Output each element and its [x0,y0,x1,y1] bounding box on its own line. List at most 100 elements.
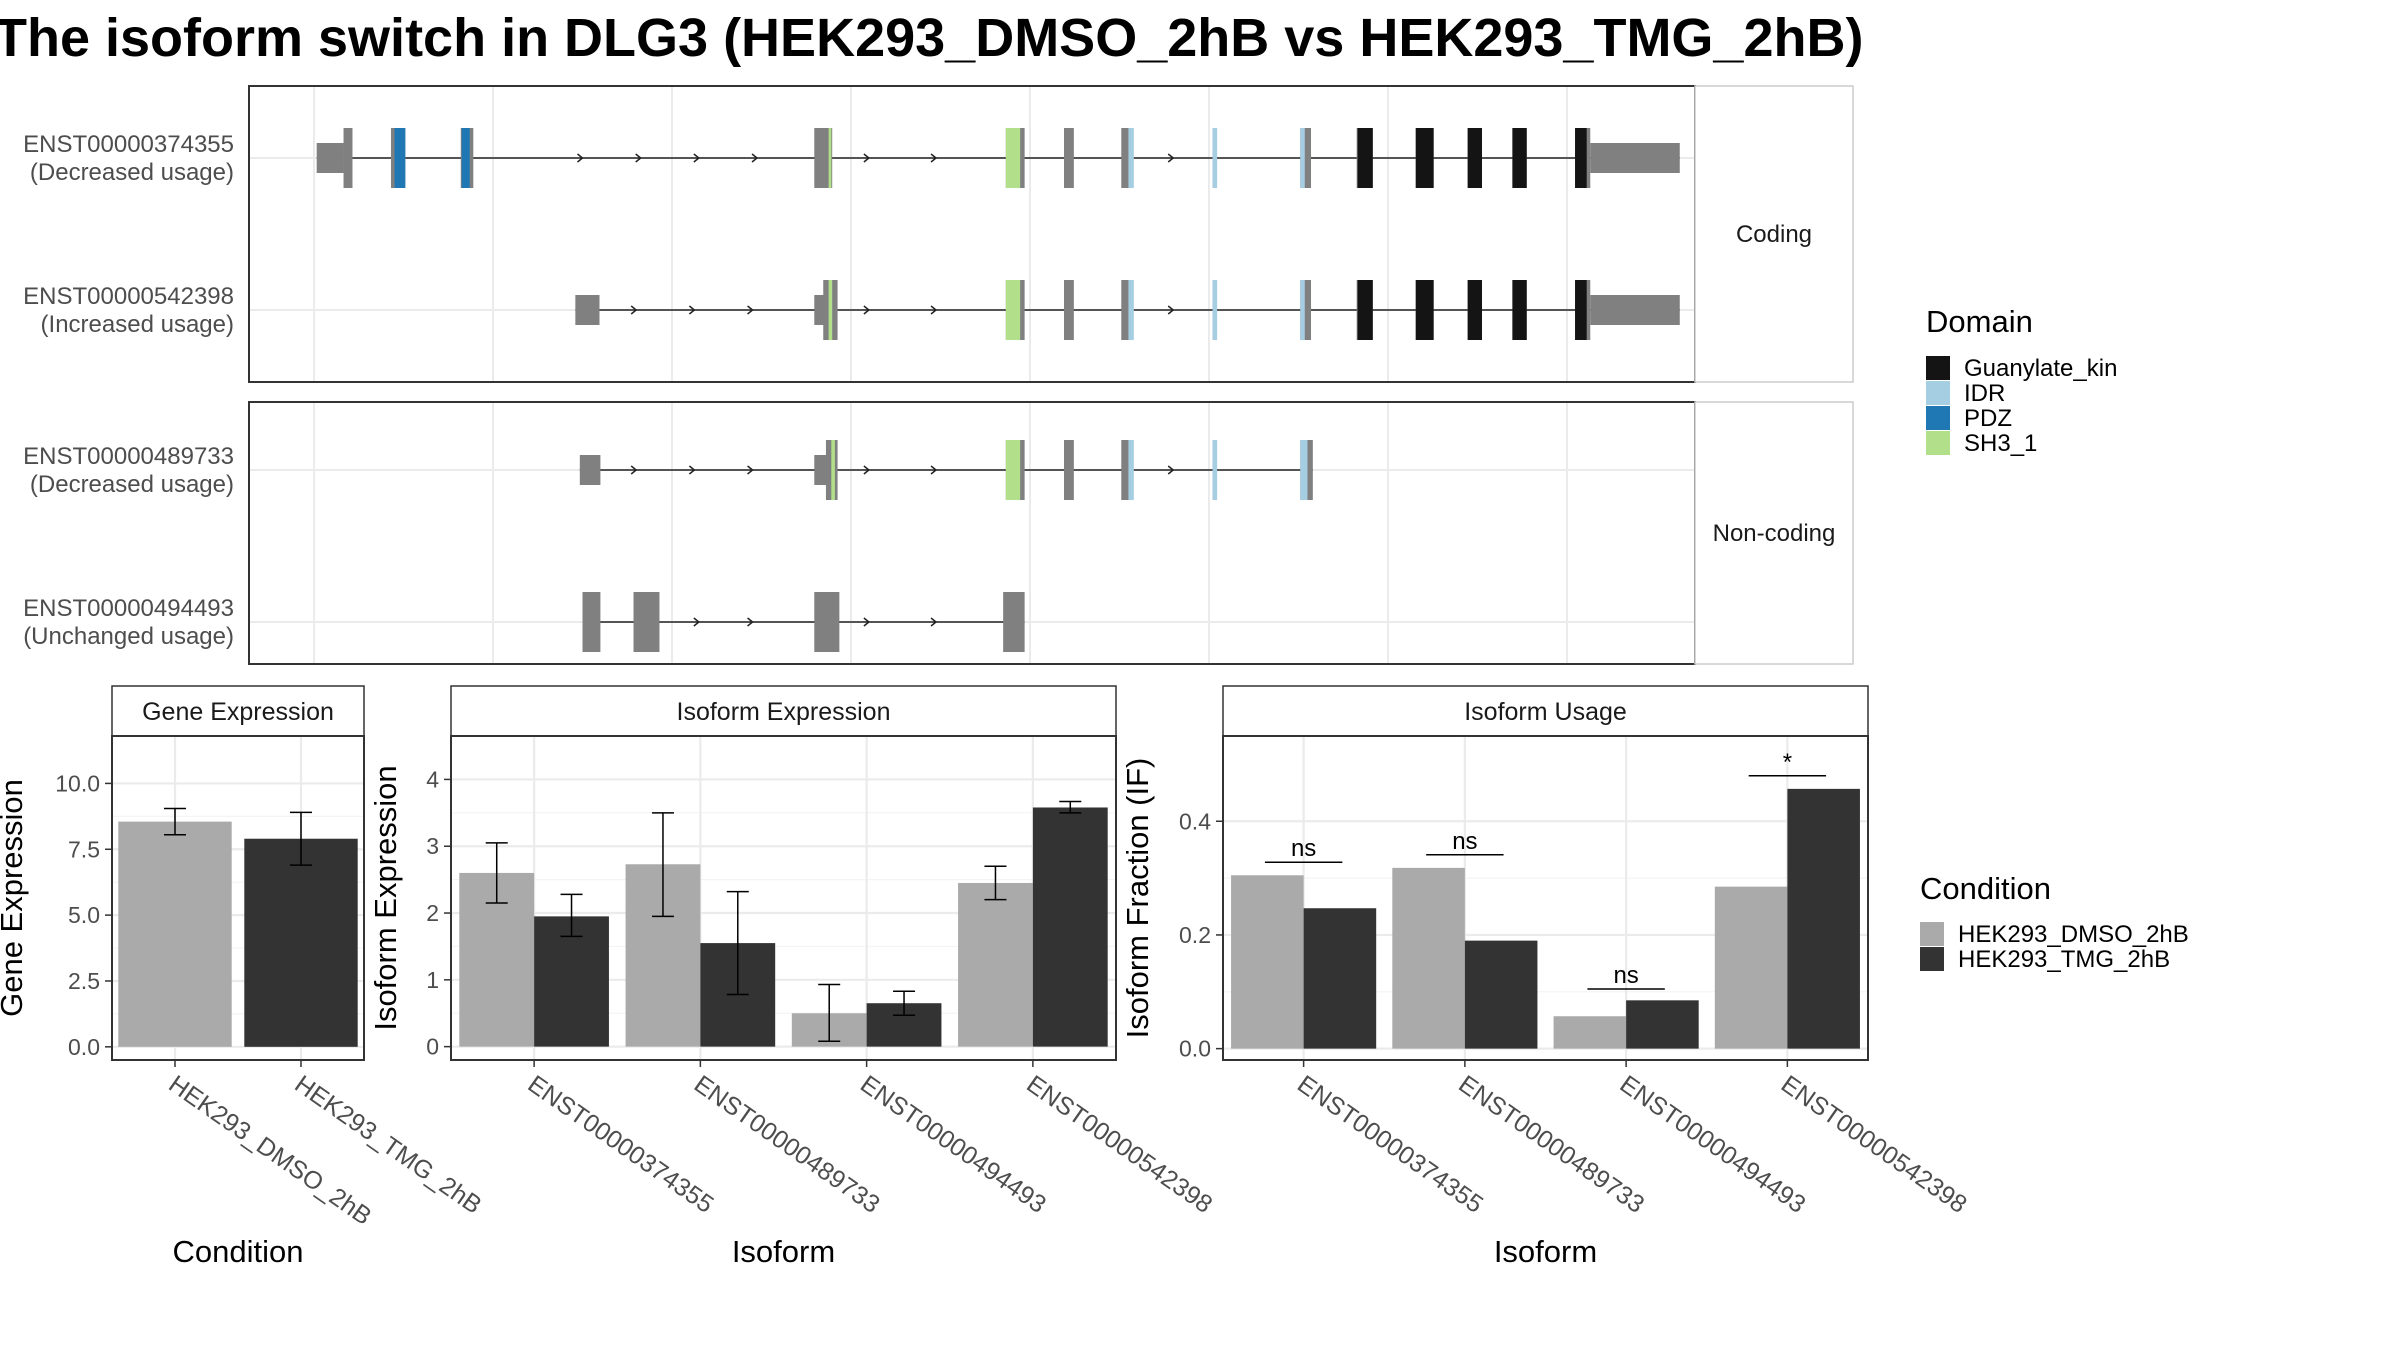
transcript-id-label: ENST00000489733 [23,443,234,470]
strand-arrow [863,153,871,163]
bar-HEK293_DMSO_2hB [1392,867,1465,1049]
bar-HEK293_TMG_2hB [534,916,609,1047]
strand-arrow [863,465,871,475]
domain-IDR [1128,280,1134,340]
bar-HEK293_TMG_2hB [1032,807,1108,1047]
exon [814,295,826,325]
error-bar [726,890,749,996]
y-tick-label: 1 [426,967,439,993]
exon [582,592,601,652]
exon [814,128,833,188]
legend-key-HEK293_TMG_2hB [1920,947,1944,971]
y-tick-label: 0.0 [1179,1036,1211,1062]
domain-SH3_1 [828,280,833,340]
exon [814,455,828,485]
strand-arrow [630,305,638,315]
strand-arrow [577,153,584,163]
panel-border [111,735,365,1061]
domain-Guanylate_kin [1512,128,1527,188]
domain-Guanylate_kin [1575,280,1587,340]
bar-charts: Gene Expression0.02.55.07.510.0HEK293_DM… [0,685,1972,1269]
strand-arrow [635,153,642,163]
legend-key-SH3_1 [1926,431,1950,455]
error-bar [818,983,841,1043]
structure-panel-1: ENST00000489733(Decreased usage)ENST0000… [23,401,1854,665]
exon [316,143,344,173]
domain-IDR [1128,440,1134,500]
exon [1590,143,1680,173]
error-bar [984,865,1007,901]
legend-title: Condition [1920,871,2051,906]
exon [1121,280,1133,340]
domain-Guanylate_kin [1415,280,1434,340]
domain-Guanylate_kin [1357,128,1373,188]
transcript-id-label: ENST00000374355 [23,131,234,158]
exon [1064,440,1074,500]
strand-arrow [751,153,759,163]
exon [343,128,353,188]
legend-label: HEK293_TMG_2hB [1958,946,2170,973]
exon [1121,440,1133,500]
strand-arrow [693,153,701,163]
error-bar [560,893,583,938]
domain-PDZ [461,128,470,188]
y-tick-label: 0.0 [68,1034,100,1060]
transcript-ENST00000542398: ENST00000542398(Increased usage) [23,280,1680,340]
bar-HEK293_TMG_2hB [1626,1000,1699,1049]
domain-IDR [1300,440,1308,500]
transcript-id-label: ENST00000542398 [23,283,234,310]
legend-key-IDR [1926,381,1950,405]
significance-label: * [1783,749,1792,776]
exon [579,455,601,485]
error-bar [485,842,508,904]
domain-IDR [1300,128,1305,188]
facet-strip [111,685,365,737]
domain-Guanylate_kin [1357,280,1373,340]
strand-arrow [688,465,696,475]
domain-SH3_1 [1005,280,1021,340]
domain-SH3_1 [831,440,835,500]
transcript-ENST00000489733: ENST00000489733(Decreased usage) [23,440,1313,500]
strand-arrow [930,617,938,627]
bar-HEK293_TMG_2hB [1464,940,1538,1049]
significance-label: ns [1291,835,1316,862]
figure-title: The isoform switch in DLG3 (HEK293_DMSO_… [0,8,1863,68]
domain-IDR [1212,280,1218,340]
domain-PDZ [394,128,406,188]
domain-Guanylate_kin [1415,128,1434,188]
transcript-id-label: ENST00000494493 [23,595,234,622]
transcript-ENST00000494493: ENST00000494493(Unchanged usage) [23,592,1025,652]
strand-arrow [1167,153,1175,163]
domain-IDR [1300,280,1305,340]
facet-strip [1694,401,1854,665]
bar-HEK293_TMG_2hB [1787,788,1860,1049]
legend-label: HEK293_DMSO_2hB [1958,921,2189,948]
y-axis-title: Isoform Fraction (IF) [1120,758,1155,1039]
transcript-usage-label: (Unchanged usage) [23,623,234,650]
legend-label: SH3_1 [1964,430,2037,457]
strand-arrow [1167,465,1175,475]
transcript-structure-plot: ENST00000374355(Decreased usage)ENST0000… [23,85,1854,665]
y-tick-label: 3 [426,833,439,859]
strand-arrow [930,305,938,315]
facet-strip-label: Isoform Expression [677,698,891,726]
y-tick-label: 10.0 [55,770,100,796]
exon [1300,280,1312,340]
y-tick-label: 7.5 [68,836,100,862]
legend-label: Guanylate_kin [1964,355,2117,382]
error-bar [651,812,674,918]
error-bar [1059,800,1082,814]
strand-arrow [1167,305,1175,315]
x-axis-title: Isoform [1494,1234,1597,1269]
strand-arrow [747,305,754,315]
facet-strip-label: Isoform Usage [1464,698,1627,726]
bar-HEK293_DMSO_2hB [1553,1016,1627,1049]
exon [1064,128,1074,188]
exon [575,295,600,325]
bar-HEK293_DMSO_2hB [1231,875,1304,1049]
exon [633,592,660,652]
y-tick-label: 2 [426,900,439,926]
domain-Guanylate_kin [1467,128,1482,188]
